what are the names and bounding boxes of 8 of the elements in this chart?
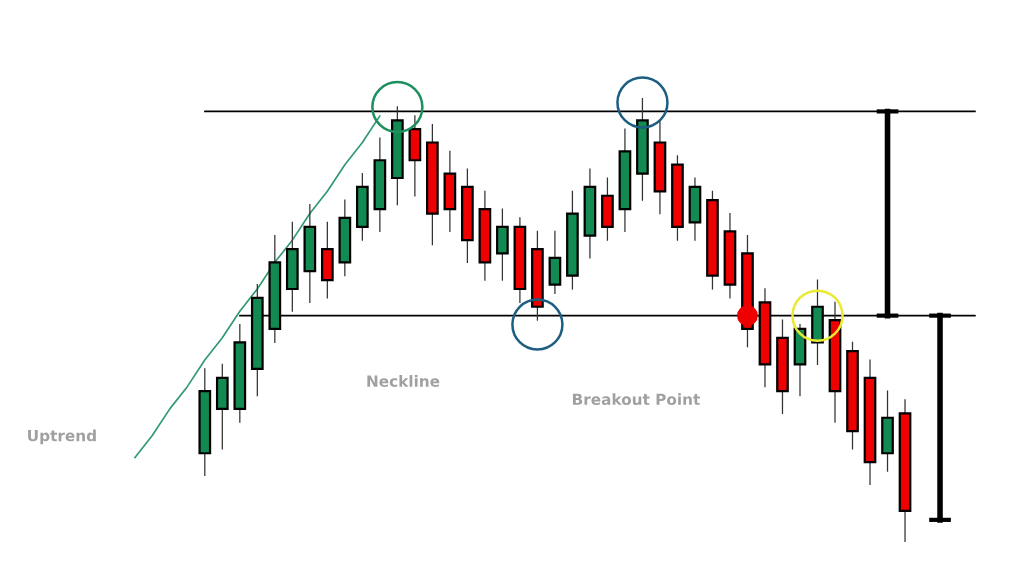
point [616,76,669,129]
text: Uptrend [28,429,96,445]
point [791,289,844,342]
point [511,298,564,351]
annotation: Neckline [367,375,440,387]
annotation: Breakout Point [572,393,700,406]
point [737,305,758,327]
point [371,80,424,134]
